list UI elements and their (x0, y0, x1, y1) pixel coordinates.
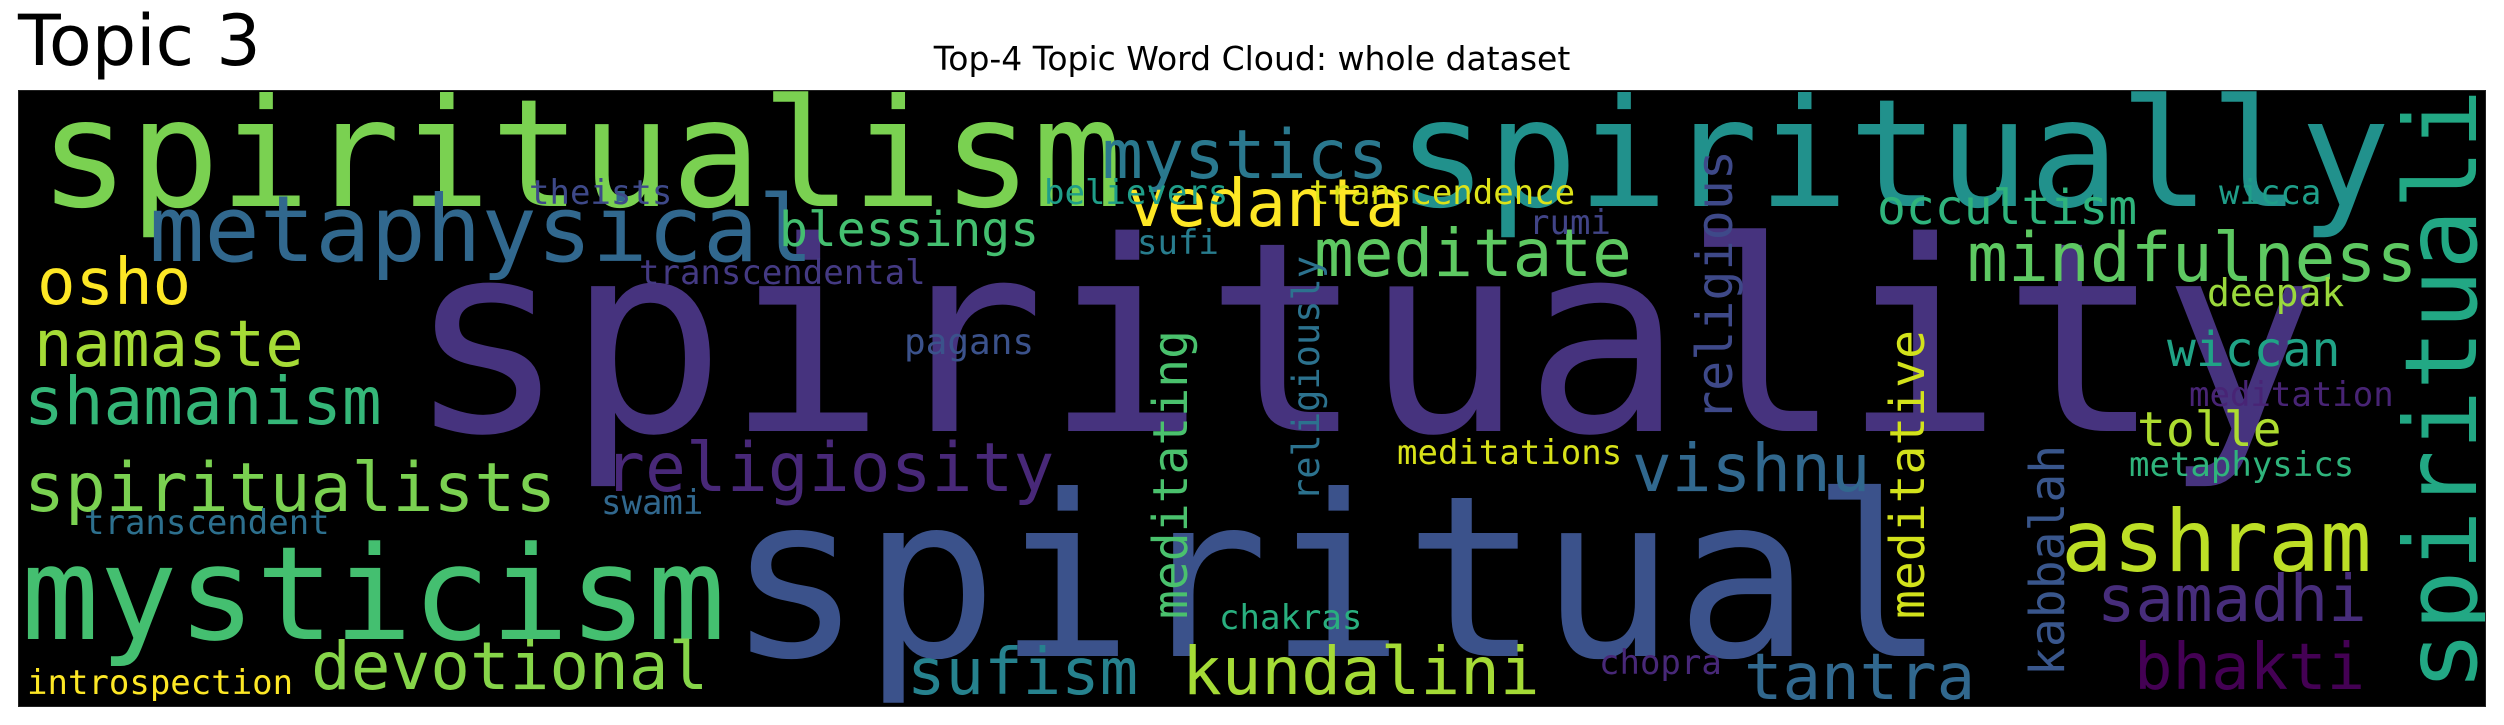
cloud-word-mysticism: mysticism (21, 518, 725, 670)
cloud-word-samadhi: samadhi (2097, 563, 2367, 637)
cloud-word-chopra: chopra (1599, 643, 1722, 683)
cloud-word-believers: believers (1044, 173, 1228, 213)
cloud-word-rumi: rumi (1529, 203, 1611, 243)
cloud-word-spiritually: spiritually (1397, 91, 2390, 242)
cloud-word-deepak: deepak (2207, 271, 2344, 315)
cloud-word-namaste: namaste (34, 308, 304, 382)
cloud-word-spirituality: spirituality (407, 186, 2322, 494)
cloud-word-meditating: meditating (1143, 330, 1199, 619)
cloud-word-bhakti: bhakti (2134, 631, 2365, 705)
cloud-word-shamanism: shamanism (24, 363, 382, 440)
cloud-word-chakras: chakras (1219, 598, 1362, 638)
cloud-word-introspection: introspection (27, 663, 293, 703)
cloud-word-ashram: ashram (2061, 492, 2372, 592)
cloud-word-blessings: blessings (779, 202, 1039, 258)
cloud-word-theists: theists (529, 173, 672, 213)
cloud-word-vishnu: vishnu (1632, 430, 1870, 507)
cloud-word-spiritualism: spiritualism (39, 91, 1123, 242)
cloud-word-religious: religious (1686, 150, 1744, 421)
cloud-word-mindfulness: mindfulness (1967, 219, 2417, 298)
chart-title: Top-4 Topic Word Cloud: whole dataset (933, 39, 1571, 78)
cloud-word-religiously: religiously (1285, 256, 1328, 501)
cloud-word-meditate: meditate (1314, 215, 1632, 292)
cloud-word-meditation: meditation (2189, 375, 2394, 415)
cloud-word-wicca: wicca (2219, 173, 2321, 213)
cloud-word-pagans: pagans (904, 322, 1034, 363)
cloud-word-wiccan: wiccan (2167, 322, 2340, 378)
cloud-word-metaphysics: metaphysics (2129, 445, 2354, 485)
cloud-word-spiritualist: spiritualist (2383, 91, 2485, 691)
cloud-word-kabbalah: kabbalah (2020, 445, 2076, 676)
cloud-word-sufism: sufism (907, 636, 1138, 706)
cloud-word-spiritual: spiritual (727, 448, 1946, 706)
cloud-word-kundalini: kundalini (1182, 633, 1540, 706)
word-cloud-panel: spirituality spiritual spiritualism spiritu… (18, 90, 2486, 707)
cloud-word-vedanta: vedanta (1127, 165, 1405, 242)
cloud-word-transcendental: transcendental (639, 253, 926, 293)
cloud-word-transcendent: transcendent (84, 503, 330, 543)
cloud-word-religiosity: religiosity (604, 429, 1054, 508)
cloud-word-tantra: tantra (1744, 641, 1975, 706)
cloud-word-metaphysical: metaphysical (149, 176, 814, 283)
cloud-word-sufi: sufi (1137, 223, 1219, 263)
cloud-word-devotional: devotional (311, 628, 708, 705)
cloud-word-mystics: mystics (1102, 116, 1389, 195)
cloud-word-swami: swami (601, 483, 703, 523)
panel-label: Topic 3 (18, 0, 261, 82)
cloud-word-meditations: meditations (1397, 433, 1622, 473)
cloud-word-spiritualists: spiritualists (24, 449, 556, 528)
cloud-word-tolle: tolle (2137, 402, 2282, 458)
cloud-word-osho: osho (37, 246, 191, 320)
cloud-word-occultism: occultism (1877, 180, 2137, 236)
cloud-word-meditative: meditative (1880, 330, 1936, 619)
cloud-word-transcendence: transcendence (1309, 173, 1575, 213)
